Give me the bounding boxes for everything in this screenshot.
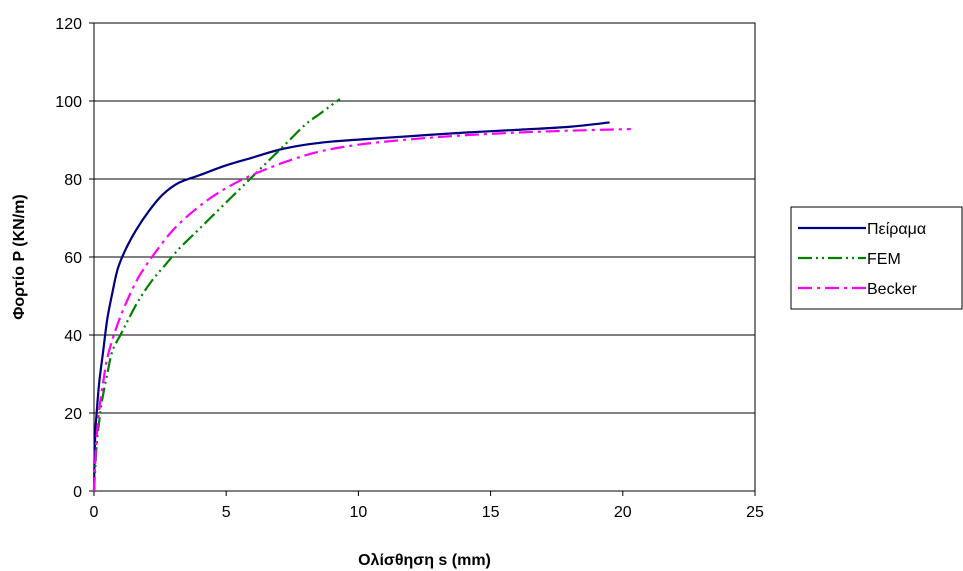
x-tick-label: 0 xyxy=(90,504,99,521)
x-axis: 0 5 10 15 20 25 xyxy=(90,491,764,521)
y-tick-label: 20 xyxy=(64,406,82,423)
y-axis-title: Φορτίο P (KN/m) xyxy=(11,194,28,319)
y-tick-label: 0 xyxy=(73,484,82,501)
legend: Πείραμα FEM Becker xyxy=(790,206,963,310)
y-tick-label: 80 xyxy=(64,172,82,189)
y-tick-label: 100 xyxy=(55,94,82,111)
y-tick-label: 60 xyxy=(64,250,82,267)
x-tick-label: 10 xyxy=(350,504,368,521)
series-line-2 xyxy=(92,127,631,492)
x-axis-title: Ολίσθηση s (mm) xyxy=(358,552,491,569)
legend-label: Πείραμα xyxy=(867,221,926,238)
x-tick-label: 5 xyxy=(222,504,231,521)
series-layer xyxy=(92,98,631,492)
y-tick-label: 40 xyxy=(64,328,82,345)
series-line-1 xyxy=(92,98,341,492)
legend-label: Becker xyxy=(867,281,917,298)
y-tick-label: 120 xyxy=(55,16,82,33)
series-line-0 xyxy=(92,121,610,492)
legend-label: FEM xyxy=(867,251,901,268)
x-tick-label: 15 xyxy=(482,504,500,521)
y-axis: 0 20 40 60 80 100 120 xyxy=(55,16,94,501)
legend-box xyxy=(790,206,963,310)
gridlines xyxy=(94,100,755,414)
x-tick-label: 25 xyxy=(746,504,764,521)
x-tick-label: 20 xyxy=(614,504,632,521)
